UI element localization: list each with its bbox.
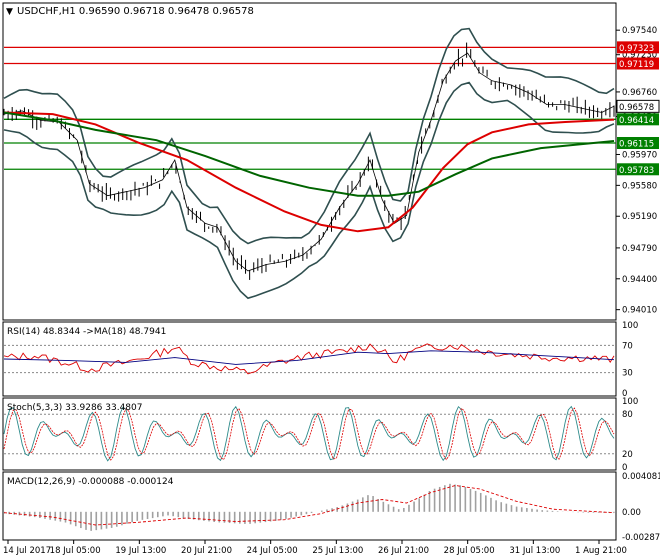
macd-layer — [3, 483, 615, 531]
level-tag-0-bg — [617, 41, 659, 54]
x-tick-label-6: 26 Jul 21:00 — [378, 546, 429, 556]
macd-tick-0: 0.004081 — [622, 472, 660, 482]
rsi-tick-2: 30 — [622, 369, 633, 379]
x-tick-label-5: 25 Jul 13:00 — [312, 546, 363, 556]
level-tag-0: 0.97323 — [619, 44, 654, 54]
stoch-tick-1: 80 — [622, 410, 633, 420]
x-tick-label-9: 1 Aug 21:00 — [575, 546, 627, 556]
x-tick-label-0: 14 Jul 2017 — [3, 546, 51, 556]
price-tick-label-4: 0.95970 — [622, 150, 657, 160]
level-tag-1: 0.97119 — [619, 60, 654, 70]
level-tag-4: 0.95783 — [619, 166, 654, 176]
x-tick-label-8: 31 Jul 13:00 — [509, 546, 560, 556]
macd-signal-line — [3, 485, 615, 526]
stoch-tick-2: 20 — [622, 450, 633, 460]
rsi-layer — [3, 343, 615, 375]
level-tag-1-bg — [617, 57, 659, 70]
stoch-label: Stoch(5,3,3) 33.9286 33.4807 — [7, 403, 142, 413]
red-moving-average — [3, 111, 615, 233]
x-tick-label-3: 20 Jul 21:00 — [181, 546, 232, 556]
dropdown-icon[interactable]: ▼ — [6, 7, 13, 17]
rsi-label: RSI(14) 48.8344 ->MA(18) 48.7941 — [7, 327, 166, 337]
price-tick-label-1: 0.97230 — [622, 51, 657, 61]
stoch-tick-0: 100 — [622, 397, 638, 407]
level-tag-2-bg — [617, 113, 659, 126]
macd-label: MACD(12,26,9) -0.000088 -0.000124 — [7, 477, 174, 487]
price-tick-label-7: 0.94790 — [622, 244, 657, 254]
price-tick-label-0: 0.97540 — [622, 26, 657, 36]
level-tag-3: 0.96115 — [619, 139, 654, 149]
green-moving-average — [3, 111, 615, 197]
level-tag-2: 0.96414 — [619, 116, 654, 126]
x-tick-label-7: 28 Jul 05:00 — [444, 546, 495, 556]
stoch-layer — [3, 405, 615, 462]
stoch-tick-3: 0 — [622, 463, 627, 473]
level-tag-4-bg — [617, 163, 659, 176]
price-tick-label-6: 0.95190 — [622, 212, 657, 222]
symbol-header: USDCHF,H1 0.96590 0.96718 0.96478 0.9657… — [17, 6, 254, 17]
current-price-tag-bg — [616, 99, 660, 113]
rsi-tick-3: 0 — [622, 389, 627, 399]
current-price-tag: 0.96578 — [619, 103, 654, 113]
price-tick-label-2: 0.96760 — [622, 88, 657, 98]
price-line — [3, 52, 615, 272]
x-tick-label-2: 19 Jul 13:00 — [115, 546, 166, 556]
x-tick-label-4: 24 Jul 05:00 — [247, 546, 298, 556]
price-tick-label-8: 0.94400 — [622, 275, 657, 285]
price-tick-label-9: 0.94010 — [622, 306, 657, 316]
x-tick-label-1: 18 Jul 05:00 — [50, 546, 101, 556]
macd-tick-2: -0.00287 — [622, 533, 660, 543]
axis-layer: 0.975400.972300.967600.964500.959700.955… — [3, 26, 660, 556]
stoch-d-line — [3, 407, 615, 461]
upper-band — [3, 27, 615, 245]
price-panel-frame — [2, 2, 617, 321]
rsi-tick-0: 100 — [622, 321, 638, 331]
rsi-line — [3, 343, 615, 375]
price-tick-label-5: 0.95580 — [622, 181, 657, 191]
rsi-ma-line — [3, 350, 615, 365]
lower-band — [3, 81, 615, 300]
macd-tick-1: 0.00 — [622, 508, 641, 518]
rsi-tick-1: 70 — [622, 341, 633, 351]
price-layer — [3, 27, 616, 300]
macd-panel-frame — [2, 471, 617, 541]
level-tag-3-bg — [617, 136, 659, 149]
